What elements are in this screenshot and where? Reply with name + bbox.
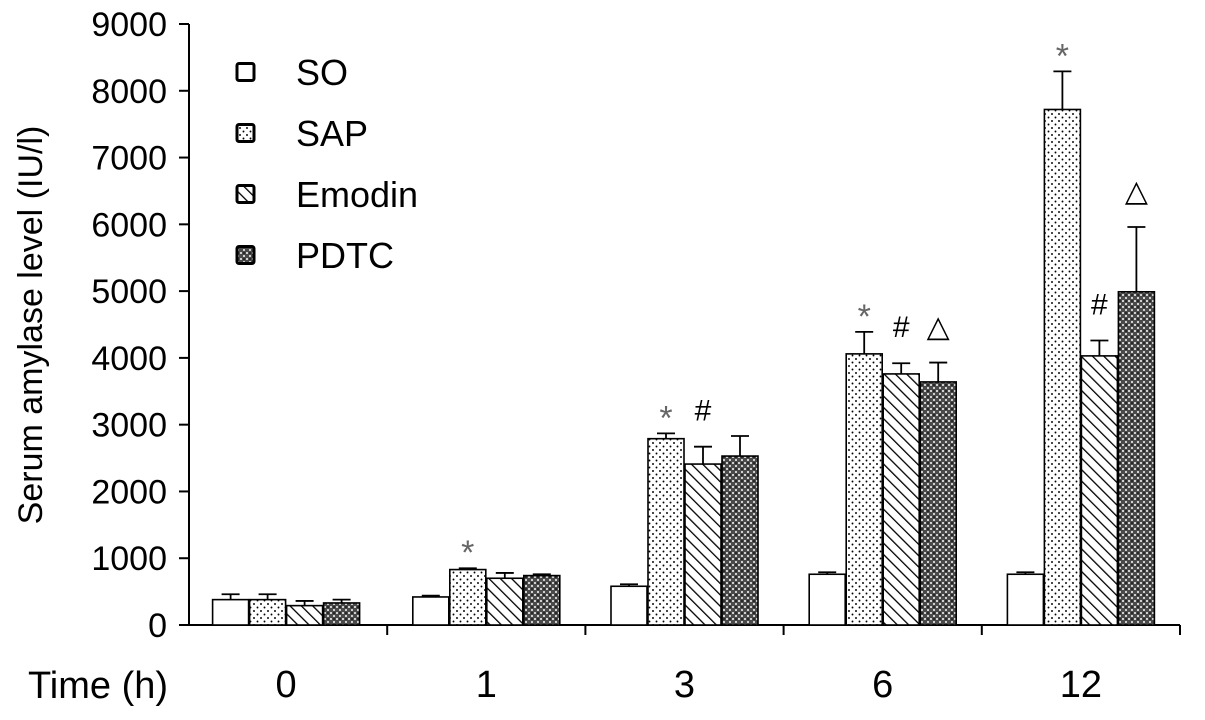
y-tick-label: 1000 <box>91 540 167 578</box>
bar-sap-1 <box>448 568 487 626</box>
y-tick-label: 8000 <box>91 73 167 111</box>
x-tick-label: 0 <box>276 664 297 706</box>
annotation-emodin-6: # <box>893 311 910 344</box>
y-axis-label: Serum amylase level (IU/l) <box>12 126 50 525</box>
bar-so-1 <box>411 596 450 626</box>
bar-so-12 <box>1006 573 1045 626</box>
y-tick-label: 5000 <box>91 273 167 311</box>
bar-so-6 <box>808 573 847 626</box>
legend-label-pdtc: PDTC <box>296 235 394 276</box>
y-tick-label: 2000 <box>91 473 167 511</box>
bar-so-3 <box>610 585 648 626</box>
bar-pdtc-0 <box>322 602 361 626</box>
bar-so-0 <box>211 598 250 626</box>
annotation-sap-12: * <box>1056 37 1069 75</box>
x-tick-label: 6 <box>872 664 893 706</box>
x-tick-label: 1 <box>476 664 497 706</box>
annotation-pdtc-6: △ <box>927 311 950 344</box>
bar-emodin-6 <box>882 373 921 626</box>
legend-swatch-pdtc <box>235 245 256 265</box>
annotation-sap-1: * <box>461 534 474 572</box>
x-ticks: 0 1 3 6 12 <box>276 625 1181 706</box>
annotation-sap-3: * <box>659 399 672 437</box>
legend-label-emodin: Emodin <box>296 174 418 215</box>
bar-pdtc-12 <box>1117 290 1156 626</box>
x-axis-label: Time (h) <box>28 665 168 707</box>
bar-emodin-0 <box>285 604 324 626</box>
y-tick-label: 9000 <box>91 6 167 44</box>
y-ticks: 0 1000 2000 3000 4000 5000 6000 7000 8000 9000 <box>91 6 189 645</box>
significance-annotations: * * # * # △ * # △ <box>461 37 1148 572</box>
bar-sap-0 <box>248 598 287 626</box>
bars <box>211 70 1156 626</box>
y-tick-label: 0 <box>148 607 167 645</box>
y-tick-label: 6000 <box>91 206 167 244</box>
y-tick-label: 4000 <box>91 340 167 378</box>
legend-label-sap: SAP <box>296 113 368 154</box>
annotation-sap-6: * <box>858 298 871 336</box>
bar-emodin-12 <box>1080 355 1119 626</box>
legend-swatch-emodin <box>235 184 256 204</box>
legend: SO SAP Emodin PDTC <box>235 52 418 276</box>
bar-emodin-3 <box>684 463 722 626</box>
annotation-pdtc-12: △ <box>1125 175 1148 208</box>
annotation-emodin-3: # <box>695 395 712 428</box>
x-tick-label: 3 <box>674 664 695 706</box>
legend-swatch-so <box>235 62 256 82</box>
bar-emodin-1 <box>485 577 524 626</box>
x-tick-label: 12 <box>1060 664 1102 706</box>
annotation-emodin-12: # <box>1091 289 1108 322</box>
bar-pdtc-6 <box>919 381 958 626</box>
legend-label-so: SO <box>296 52 348 93</box>
y-tick-label: 7000 <box>91 140 167 178</box>
bar-pdtc-1 <box>522 574 561 626</box>
bar-sap-3 <box>647 437 685 626</box>
y-tick-label: 3000 <box>91 407 167 445</box>
bar-sap-12 <box>1043 108 1082 626</box>
bar-sap-6 <box>845 353 884 626</box>
bar-pdtc-3 <box>721 455 759 626</box>
legend-swatch-sap <box>235 123 256 143</box>
